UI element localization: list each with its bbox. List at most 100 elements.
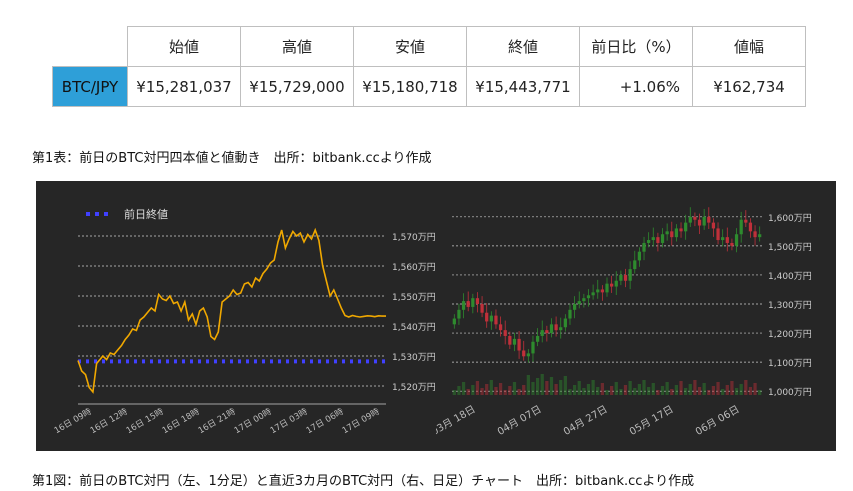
candle-body	[633, 260, 637, 270]
x-tick-label: 03月 18日	[436, 403, 478, 438]
volume-bar	[758, 390, 762, 395]
table-corner-cell	[52, 26, 128, 67]
candle-body	[489, 315, 493, 322]
y-tick-label: 1,300万円	[768, 300, 812, 311]
legend-marker	[95, 212, 99, 216]
volume-bar	[485, 384, 489, 395]
candle-body	[711, 222, 716, 229]
candle-body	[535, 335, 540, 342]
volume-bar	[540, 374, 544, 395]
ohlc-table: 始値 高値 安値 終値 前日比（%） 値幅 BTC/JPY ¥15,281,03…	[52, 26, 806, 107]
candle-body	[512, 338, 517, 345]
candle-body	[679, 228, 683, 232]
x-tick-label: 16日 12時	[89, 407, 130, 437]
volume-bar	[628, 381, 632, 395]
candle-body	[475, 298, 480, 304]
candle-body	[707, 216, 711, 223]
volume-bar	[503, 390, 507, 395]
candle-body	[563, 318, 567, 328]
volume-bar	[508, 386, 512, 395]
candle-body	[572, 304, 577, 310]
y-tick-label: 1,400万円	[768, 271, 812, 282]
volume-bar	[471, 385, 475, 395]
volume-bar	[730, 381, 734, 395]
volume-bar	[739, 384, 743, 395]
volume-bar	[586, 384, 591, 395]
table-header-row: 始値 高値 安値 終値 前日比（%） 値幅	[52, 26, 806, 67]
volume-bar	[600, 383, 604, 395]
header-change: 前日比（%）	[579, 26, 693, 67]
volume-bar	[716, 382, 720, 395]
candle-body	[739, 219, 743, 235]
volume-bar	[535, 378, 540, 395]
volume-bar	[549, 377, 554, 395]
candle-body	[730, 242, 734, 246]
pair-cell: BTC/JPY	[52, 66, 128, 107]
legend-label: 前日終値	[124, 207, 168, 221]
volume-bar	[665, 382, 669, 395]
x-tick-label: 04月 27日	[561, 403, 609, 438]
volume-bar	[647, 387, 651, 395]
y-tick-label: 1,560万円	[392, 262, 436, 273]
y-tick-label: 1,100万円	[768, 358, 812, 369]
volume-bar	[670, 389, 674, 395]
candle-body	[596, 289, 600, 293]
candle-body	[623, 274, 628, 281]
y-tick-label: 1,000万円	[768, 387, 812, 398]
candle-body	[642, 242, 646, 252]
volume-bar	[702, 383, 706, 395]
candle-body	[494, 315, 498, 325]
candle-body	[660, 234, 665, 243]
candle-body	[452, 318, 456, 325]
candle-body	[582, 298, 586, 302]
candle-body	[526, 353, 530, 357]
volume-bar	[721, 389, 725, 395]
candle-body	[697, 219, 702, 226]
volume-bar	[674, 385, 679, 395]
volume-bar	[660, 386, 665, 395]
candle-body	[721, 237, 725, 241]
candle-body	[540, 330, 544, 336]
volume-bar	[623, 385, 628, 395]
table-row: BTC/JPY ¥15,281,037 ¥15,729,000 ¥15,180,…	[52, 66, 806, 107]
candle-body	[688, 216, 692, 223]
volume-bar	[679, 381, 683, 395]
volume-bar	[568, 389, 572, 395]
candle-body	[744, 219, 748, 223]
volume-bar	[563, 376, 567, 395]
y-tick-label: 1,500万円	[768, 242, 812, 253]
volume-bar	[572, 385, 577, 395]
x-tick-label: 17日 03時	[269, 407, 310, 437]
volume-bar	[596, 387, 600, 395]
candle-body	[665, 231, 669, 235]
candle-body	[684, 222, 688, 232]
candle-body	[725, 237, 729, 243]
volume-bar	[642, 380, 646, 395]
x-tick-label: 17日 09時	[341, 407, 382, 437]
candle-body	[503, 330, 507, 336]
candle-body	[600, 289, 604, 293]
volume-bar	[725, 385, 729, 395]
candle-body	[734, 234, 739, 246]
x-tick-label: 16日 21時	[197, 407, 238, 437]
candle-body	[508, 335, 512, 345]
volume-bar	[637, 384, 642, 395]
header-high: 高値	[240, 26, 354, 67]
volume-bar	[512, 382, 517, 395]
candle-body	[628, 269, 632, 281]
volume-bar	[531, 382, 535, 395]
volume-bar	[480, 388, 484, 395]
candle-body	[457, 309, 461, 319]
volume-bar	[610, 386, 614, 395]
value-range: ¥162,734	[692, 66, 806, 107]
legend-marker	[104, 212, 108, 216]
value-low: ¥15,180,718	[353, 66, 467, 107]
volume-bar	[688, 384, 692, 395]
candle-body	[656, 237, 660, 243]
candle-body	[610, 283, 614, 287]
candle-body	[517, 338, 521, 351]
volume-bar	[577, 381, 581, 395]
volume-bar	[452, 390, 456, 395]
daily-candlestick-chart: 1,000万円 1,100万円 1,200万円 1,300万円 1,400万円 1,500…	[436, 207, 812, 438]
candle-body	[651, 237, 655, 241]
